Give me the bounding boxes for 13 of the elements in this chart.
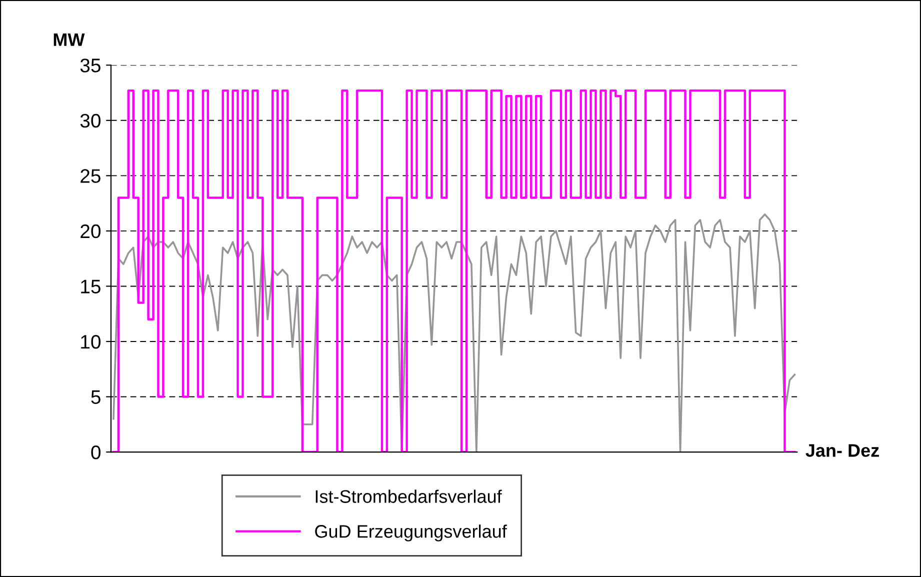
- y-tick-label: 5: [91, 390, 100, 404]
- y-tick-label: 0: [91, 445, 100, 460]
- y-axis-title: MW: [54, 34, 85, 46]
- y-tick-label: 10: [81, 334, 100, 349]
- y-tick-label: 30: [80, 114, 100, 128]
- y-tick-label: 15: [81, 280, 100, 294]
- line-series: [112, 213, 796, 452]
- y-tick-label: 35: [80, 58, 100, 72]
- y-tick-label: 25: [80, 169, 100, 183]
- legend-label: Ist-Strombedarfsverlauf: [316, 490, 502, 503]
- legend-label: GuD Erzeugungsverlauf: [315, 524, 507, 542]
- y-tick-label: 20: [80, 224, 100, 238]
- x-axis-title: Jan- Dez: [806, 444, 879, 457]
